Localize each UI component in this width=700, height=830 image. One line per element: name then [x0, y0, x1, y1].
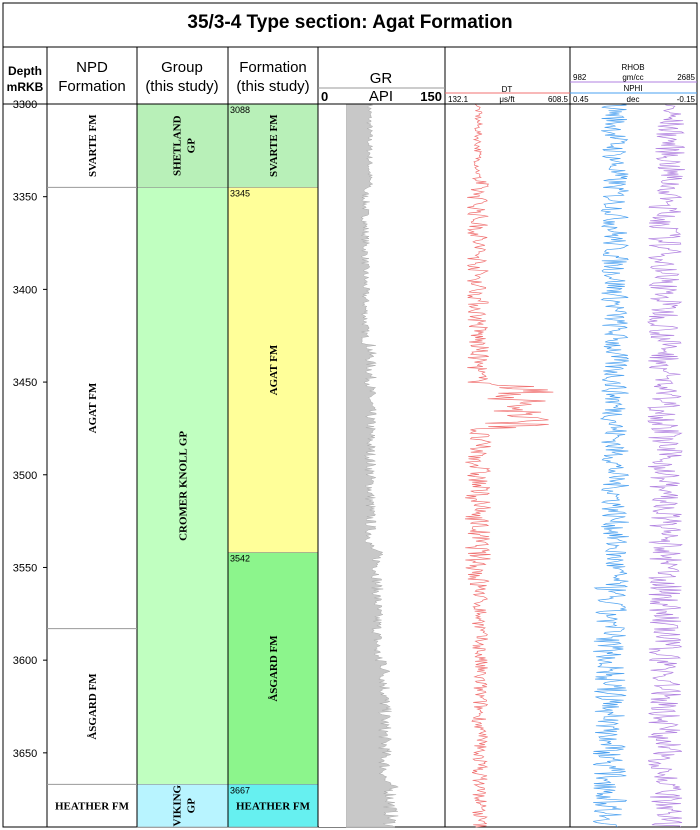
depth-tick-label: 3550	[13, 562, 37, 574]
zone-fills	[136, 103, 319, 828]
formation-zone	[227, 103, 319, 188]
npd-header: NPD	[76, 59, 108, 76]
depth-tick-label: 3400	[13, 284, 37, 296]
formation-zone	[227, 784, 319, 828]
group-label: GP	[186, 798, 198, 814]
nphi-curve	[592, 103, 630, 828]
depth-tick-label: 3500	[13, 470, 37, 482]
formation-top-label: 3667	[230, 785, 250, 795]
rhob-max: 2685	[677, 73, 695, 82]
depth-tick-label: 3450	[13, 377, 37, 389]
group-label: VIKING	[172, 784, 184, 826]
dt-curve	[464, 103, 554, 828]
formation-label: SVARTE FM	[268, 114, 280, 177]
gr-baseline-mask	[319, 104, 346, 827]
gr-unit: API	[369, 88, 393, 105]
group-zone	[136, 187, 229, 785]
group-label: GP	[186, 138, 198, 154]
text-labels: 35/3-4 Type section: Agat Formation Depth…	[7, 12, 696, 826]
grid-lines	[3, 46, 697, 827]
group-header-sub: (this study)	[145, 78, 218, 95]
depth-tick-label: 3300	[13, 99, 37, 111]
depth-tick-label: 3650	[13, 748, 37, 760]
gr-curve	[345, 103, 399, 828]
npd-formation-label: ÅSGARD FM	[87, 673, 99, 740]
group-label: CROMER KNOLL GP	[178, 431, 190, 541]
formation-top-label: 3542	[230, 554, 250, 564]
nphi-header: NPHI	[623, 84, 642, 93]
nphi-min: 0.45	[573, 95, 589, 104]
group-header: Group	[161, 59, 203, 76]
depth-tick-label: 3600	[13, 655, 37, 667]
formation-label: AGAT FM	[268, 344, 280, 395]
depth-tick-label: 3350	[13, 192, 37, 204]
depth-header: Depth	[8, 64, 42, 78]
log-curves	[319, 103, 685, 828]
formation-label: ÅSGARD FM	[268, 635, 280, 702]
npd-formation-label: HEATHER FM	[55, 801, 130, 813]
formation-top-label: 3088	[230, 105, 250, 115]
npd-formation-label: AGAT FM	[87, 382, 99, 433]
dt-header: DT	[502, 85, 513, 94]
rhob-unit: gm/cc	[622, 73, 643, 82]
dt-max: 608.5	[548, 95, 569, 104]
formation-header-sub: (this study)	[236, 78, 309, 95]
dt-unit: μs/ft	[499, 95, 515, 104]
gr-max: 150	[420, 89, 442, 104]
dt-min: 132.1	[448, 95, 469, 104]
gr-header: GR	[370, 70, 393, 87]
chart-title: 35/3-4 Type section: Agat Formation	[187, 12, 512, 33]
depth-header-unit: mRKB	[7, 80, 44, 94]
rhob-min: 982	[573, 73, 587, 82]
formation-zone	[227, 552, 319, 785]
gr-min: 0	[321, 89, 328, 104]
formation-top-label: 3345	[230, 188, 250, 198]
nphi-max: -0.15	[677, 95, 696, 104]
npd-header-sub: Formation	[58, 78, 126, 95]
formation-label: HEATHER FM	[236, 801, 311, 813]
npd-formation-label: SVARTE FM	[87, 114, 99, 177]
group-zone	[136, 103, 229, 188]
rhob-header: RHOB	[621, 63, 644, 72]
group-label: SHETLAND	[172, 115, 184, 176]
group-zone	[136, 784, 229, 828]
formation-header: Formation	[239, 59, 307, 76]
rhob-curve	[646, 103, 685, 828]
nphi-unit: dec	[627, 95, 640, 104]
formation-zone	[227, 187, 319, 553]
